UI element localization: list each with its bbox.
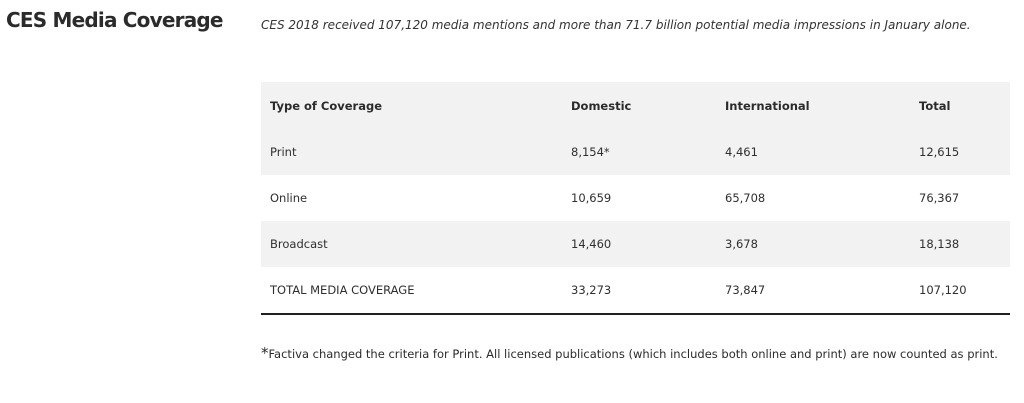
cell-type: TOTAL MEDIA COVERAGE [270, 283, 415, 297]
cell-total: 107,120 [919, 283, 967, 297]
header-type-of-coverage: Type of Coverage [270, 98, 383, 113]
table-header-row: Type of Coverage Domestic International … [261, 82, 1010, 129]
cell-type: Broadcast [270, 237, 328, 251]
table-row-print: Print 8,154* 4,461 12,615 [261, 129, 1010, 175]
cell-type: Online [270, 191, 308, 205]
cell-domestic: 8,154* [571, 145, 610, 159]
cell-total: 76,367 [919, 191, 960, 205]
header-total: Total [919, 98, 951, 113]
cell-international: 3,678 [725, 237, 758, 251]
cell-total: 18,138 [919, 237, 960, 251]
cell-domestic: 10,659 [571, 191, 612, 205]
footnote-marker: * [261, 344, 269, 362]
footnote: *Factiva changed the criteria for Print.… [261, 343, 1011, 364]
table-row-online: Online 10,659 65,708 76,367 [261, 175, 1010, 221]
header-international: International [725, 98, 810, 113]
cell-type: Print [270, 145, 297, 159]
intro-text: CES 2018 received 107,120 media mentions… [261, 18, 971, 32]
table-row-broadcast: Broadcast 14,460 3,678 18,138 [261, 221, 1010, 267]
section-title: CES Media Coverage [6, 8, 223, 32]
cell-international: 4,461 [725, 145, 758, 159]
media-coverage-table: Type of Coverage Domestic International … [261, 82, 1010, 315]
table-row-total: TOTAL MEDIA COVERAGE 33,273 73,847 107,1… [261, 267, 1010, 314]
cell-total: 12,615 [919, 145, 960, 159]
cell-international: 65,708 [725, 191, 766, 205]
cell-domestic: 14,460 [571, 237, 612, 251]
cell-domestic: 33,273 [571, 283, 612, 297]
footnote-text: Factiva changed the criteria for Print. … [268, 347, 998, 361]
header-domestic: Domestic [571, 98, 632, 113]
cell-international: 73,847 [725, 283, 766, 297]
